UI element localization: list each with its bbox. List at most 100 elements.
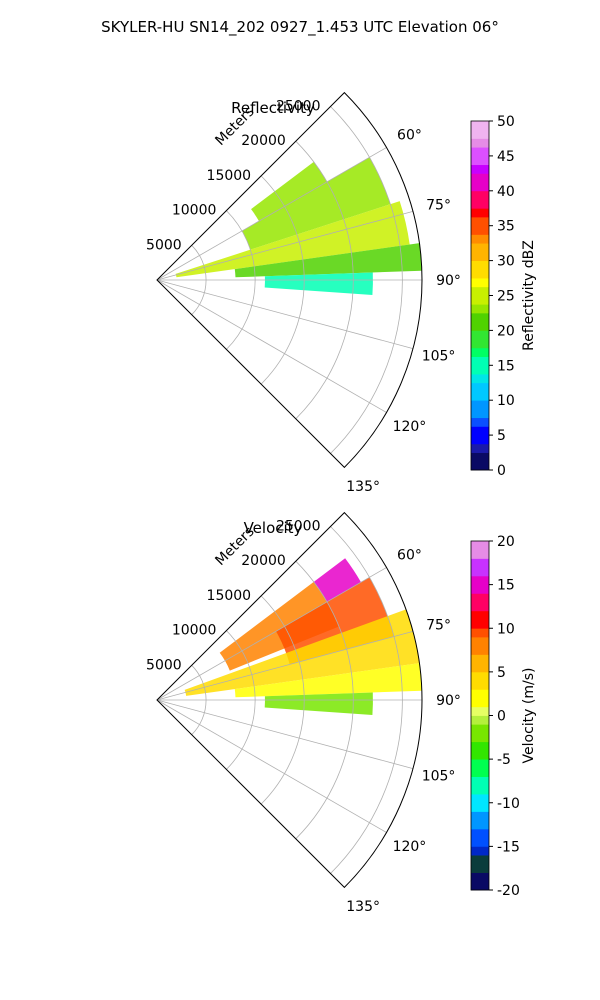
radial-tick-label: 10000 bbox=[172, 203, 217, 219]
colorbar-segment bbox=[471, 443, 489, 453]
colorbar-segment bbox=[471, 286, 489, 296]
colorbar-segment bbox=[471, 199, 489, 209]
sector-outline bbox=[156, 91, 423, 469]
panel-title: Velocity bbox=[244, 519, 303, 537]
colorbar-segment bbox=[471, 715, 489, 725]
polar-grid bbox=[156, 106, 422, 454]
reflectivity-panel: Reflectivity500010000150002000025000Mete… bbox=[146, 91, 537, 495]
colorbar-segment bbox=[471, 129, 489, 139]
colorbar-tick-label: 30 bbox=[497, 254, 515, 270]
azimuth-tick-label: 105° bbox=[422, 348, 456, 364]
colorbar-tick-label: -10 bbox=[497, 796, 520, 812]
azimuth-spoke bbox=[156, 699, 387, 833]
colorbar-segment bbox=[471, 374, 489, 384]
radar-panels: Reflectivity500010000150002000025000Mete… bbox=[146, 91, 537, 915]
colorbar-tick-label: 15 bbox=[497, 578, 515, 594]
colorbar-segment bbox=[471, 785, 489, 795]
colorbar-tick-label: -15 bbox=[497, 839, 520, 855]
colorbar-segment bbox=[471, 872, 489, 882]
colorbar-segment bbox=[471, 155, 489, 166]
colorbar-segment bbox=[471, 619, 489, 629]
colorbar-segment bbox=[471, 225, 489, 235]
colorbar-segment bbox=[471, 698, 489, 708]
colorbar-segment bbox=[471, 863, 489, 873]
azimuth-tick-label: 120° bbox=[393, 419, 427, 435]
colorbar-segment bbox=[471, 628, 489, 638]
azimuth-tick-label: 135° bbox=[346, 899, 380, 915]
colorbar-segment bbox=[471, 182, 489, 192]
colorbar-tick-label: -5 bbox=[497, 752, 511, 768]
colorbar-segment bbox=[471, 426, 489, 436]
colorbar-label: Reflectivity dBZ bbox=[521, 240, 537, 351]
colorbar-segment bbox=[471, 855, 489, 865]
colorbar-segment bbox=[471, 304, 489, 314]
colorbar-segment bbox=[471, 706, 489, 716]
echo-region bbox=[234, 243, 422, 278]
colorbar-segment bbox=[471, 365, 489, 375]
echo-region bbox=[264, 692, 373, 716]
colorbar-segment bbox=[471, 260, 489, 270]
radial-tick-label: 5000 bbox=[146, 657, 182, 673]
echo-region bbox=[241, 157, 391, 250]
colorbar-segment bbox=[471, 549, 489, 559]
colorbar-segment bbox=[471, 417, 489, 427]
colorbar-segment bbox=[471, 461, 489, 471]
colorbar-segment bbox=[471, 846, 489, 856]
colorbar: 0 5 10 15 20 25 30 35 40 45 50 Reflectivity dBZ bbox=[470, 114, 537, 479]
colorbar-segment bbox=[471, 750, 489, 760]
colorbar-segment bbox=[471, 435, 489, 445]
colorbar-tick-label: 0 bbox=[497, 463, 506, 479]
radial-tick-label: 20000 bbox=[241, 133, 286, 149]
colorbar-segment bbox=[471, 741, 489, 751]
azimuth-spoke bbox=[156, 631, 414, 701]
colorbar-tick-label: 25 bbox=[497, 289, 515, 305]
azimuth-tick-label: 135° bbox=[346, 479, 380, 495]
colorbar-segment bbox=[471, 173, 489, 183]
colorbar-segment bbox=[471, 636, 489, 647]
colorbar-segment bbox=[471, 663, 489, 673]
figure-title: SKYLER-HU SN14_202 0927_1.453 UTC Elevat… bbox=[101, 18, 499, 37]
colorbar-segment bbox=[471, 347, 489, 357]
colorbar-segment bbox=[471, 689, 489, 699]
radial-tick-label: 5000 bbox=[146, 237, 182, 253]
echo-region bbox=[219, 581, 340, 671]
colorbar-segment bbox=[471, 190, 489, 200]
colorbar-segment bbox=[471, 828, 489, 839]
azimuth-tick-label: 75° bbox=[426, 198, 451, 214]
echo-region bbox=[313, 558, 361, 602]
echo-region bbox=[264, 272, 373, 296]
colorbar-tick-label: 40 bbox=[497, 184, 515, 200]
colorbar-segment bbox=[471, 295, 489, 305]
colorbar-segment bbox=[471, 802, 489, 812]
radial-tick-label: 10000 bbox=[172, 623, 217, 639]
azimuth-tick-label: 60° bbox=[397, 127, 422, 143]
colorbar-tick-label: 5 bbox=[497, 665, 506, 681]
azimuth-tick-label: 105° bbox=[422, 768, 456, 784]
colorbar-segment bbox=[471, 138, 489, 148]
colorbar-segment bbox=[471, 243, 489, 253]
colorbar-segment bbox=[471, 654, 489, 664]
azimuth-spoke bbox=[156, 211, 414, 281]
colorbar-segment bbox=[471, 382, 489, 392]
colorbar-segment bbox=[471, 558, 489, 568]
colorbar-segment bbox=[471, 251, 489, 261]
colorbar-segment bbox=[471, 759, 489, 769]
colorbar-tick-label: 5 bbox=[497, 428, 506, 444]
colorbar-segment bbox=[471, 278, 489, 288]
colorbar-segment bbox=[471, 584, 489, 594]
colorbar-segment bbox=[471, 776, 489, 786]
azimuth-spoke bbox=[156, 699, 414, 769]
radial-tick-label: 25000 bbox=[276, 98, 321, 114]
colorbar-segment bbox=[471, 234, 489, 244]
polar-grid bbox=[156, 526, 422, 874]
colorbar-segment bbox=[471, 391, 489, 401]
colorbar-segment bbox=[471, 208, 489, 218]
colorbar-label: Velocity (m/s) bbox=[521, 668, 537, 764]
panel-title: Reflectivity bbox=[231, 99, 315, 117]
colorbar-segment bbox=[471, 881, 489, 891]
colorbar-tick-label: 50 bbox=[497, 114, 515, 130]
azimuth-spoke bbox=[156, 567, 387, 701]
colorbar-segment bbox=[471, 400, 489, 410]
